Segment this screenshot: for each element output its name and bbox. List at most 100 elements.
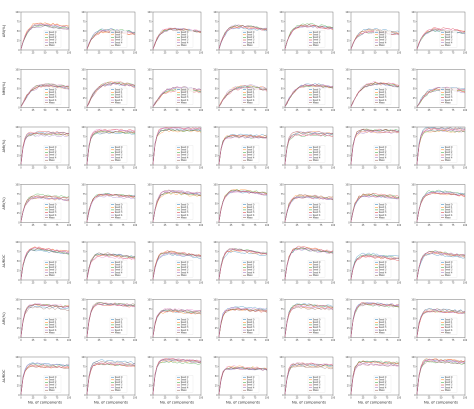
series-line-2 xyxy=(86,363,136,395)
series-line-5 xyxy=(20,306,70,337)
series-line-4 xyxy=(152,190,202,222)
legend-entry: Seed 1 xyxy=(49,91,57,94)
legend-entry: Seed 3 xyxy=(181,154,189,157)
y-tick-label: 25 xyxy=(281,97,284,100)
y-tick-label: 25 xyxy=(413,154,416,157)
legend-entry: Seed 1 xyxy=(379,264,387,267)
legend-entry: Seed 2 xyxy=(115,381,123,384)
legend-entry: Seed 2 xyxy=(313,209,321,212)
y-tick-label: 0 xyxy=(216,49,218,52)
legend-box xyxy=(241,317,260,335)
y-tick-label: 0 xyxy=(150,49,152,52)
y-tick-label: 100 xyxy=(147,183,152,186)
series-line-5 xyxy=(86,193,136,222)
y-tick-label: 100 xyxy=(15,298,20,301)
y-tick-label: 25 xyxy=(149,212,152,215)
y-tick-label: 100 xyxy=(15,183,20,186)
series-line-5 xyxy=(86,82,136,107)
y-tick-label: 0 xyxy=(84,394,86,397)
y-tick-label: 0 xyxy=(414,394,416,397)
legend-entry: Seed 4 xyxy=(49,214,57,217)
y-tick-label: 50 xyxy=(347,375,350,378)
x-tick-label: 50 xyxy=(308,166,311,169)
x-tick-label: 25 xyxy=(428,339,431,342)
series-line-0 xyxy=(416,358,466,395)
y-tick-label: 100 xyxy=(411,298,416,301)
y-tick-label: 75 xyxy=(215,365,218,368)
series-line-0 xyxy=(350,302,400,337)
legend-entry: Seed 4 xyxy=(247,329,255,332)
legend-entry: Seed 3 xyxy=(379,96,387,99)
x-tick-label: 25 xyxy=(230,224,233,227)
legend-entry: Seed 2 xyxy=(247,381,255,384)
x-tick-label: 25 xyxy=(428,51,431,54)
series-line-0 xyxy=(86,131,136,165)
series-line-5 xyxy=(416,127,466,165)
x-tick-label: 0 xyxy=(86,166,88,169)
legend-entry: Mean xyxy=(181,389,188,392)
legend-entry: Seed 0 xyxy=(313,203,321,206)
series-line-4 xyxy=(152,127,202,165)
y-tick-label: 75 xyxy=(413,135,416,138)
legend-entry: Seed 1 xyxy=(49,264,57,267)
y-tick-label: 100 xyxy=(147,298,152,301)
x-tick-label: 100 xyxy=(67,281,72,284)
row-y-axis-label: ARI(%) xyxy=(2,24,6,37)
legend-entry: Seed 0 xyxy=(49,376,57,379)
y-tick-label: 0 xyxy=(414,49,416,52)
y-tick-label: 50 xyxy=(215,375,218,378)
x-tick-label: 50 xyxy=(440,109,443,112)
series-line-6 xyxy=(86,193,136,222)
y-tick-label: 25 xyxy=(17,39,20,42)
x-tick-label: 75 xyxy=(386,224,389,227)
legend-entry: Seed 1 xyxy=(445,34,453,37)
x-tick-label: 75 xyxy=(122,396,125,399)
y-tick-label: 100 xyxy=(147,126,152,129)
legend-box xyxy=(109,145,128,163)
series-line-3 xyxy=(152,310,202,337)
legend-entry: Seed 1 xyxy=(445,149,453,152)
y-tick-label: 0 xyxy=(216,164,218,167)
y-tick-label: 75 xyxy=(17,135,20,138)
y-tick-label: 25 xyxy=(347,154,350,157)
y-tick-label: 75 xyxy=(347,250,350,253)
legend-box xyxy=(307,87,326,105)
y-tick-label: 100 xyxy=(81,356,86,359)
x-tick-label: 25 xyxy=(164,224,167,227)
legend-entry: Seed 3 xyxy=(247,96,255,99)
legend-entry: Seed 4 xyxy=(181,41,189,44)
x-tick-label: 100 xyxy=(199,339,204,342)
series-line-4 xyxy=(284,363,334,395)
legend-entry: Seed 0 xyxy=(49,203,57,206)
y-tick-label: 75 xyxy=(17,20,20,23)
legend-entry: Seed 0 xyxy=(379,318,387,321)
x-tick-label: 75 xyxy=(320,339,323,342)
y-tick-label: 75 xyxy=(347,78,350,81)
x-tick-label: 50 xyxy=(308,339,311,342)
series-line-1 xyxy=(284,246,334,280)
series-line-2 xyxy=(20,25,70,50)
legend-entry: Seed 3 xyxy=(313,39,321,42)
legend-box xyxy=(373,30,392,48)
series-line-0 xyxy=(218,306,268,337)
y-tick-label: 50 xyxy=(281,30,284,33)
legend-box xyxy=(439,87,458,105)
y-tick-label: 0 xyxy=(348,394,350,397)
y-tick-label: 100 xyxy=(15,68,20,71)
y-tick-label: 0 xyxy=(282,221,284,224)
legend-entry: Seed 1 xyxy=(247,206,255,209)
series-line-0 xyxy=(350,252,400,280)
legend-entry: Seed 3 xyxy=(445,384,453,387)
legend-entry: Seed 3 xyxy=(115,269,123,272)
x-tick-label: 50 xyxy=(440,339,443,342)
legend-entry: Seed 0 xyxy=(247,376,255,379)
series-line-3 xyxy=(350,192,400,222)
x-tick-label: 100 xyxy=(397,109,402,112)
